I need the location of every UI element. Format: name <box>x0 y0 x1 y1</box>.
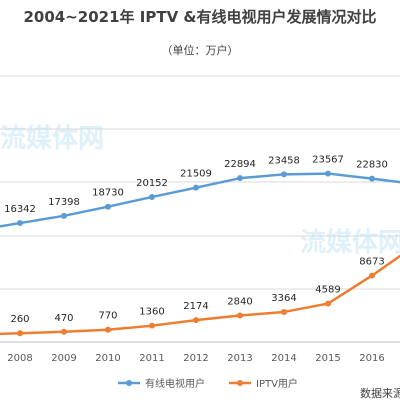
x-tick-label-2008: 2008 <box>7 353 32 364</box>
iptv-legend-marker <box>237 380 243 386</box>
cable-tv-point-2015 <box>325 170 331 177</box>
iptv-data-label-2008: 260 <box>10 314 29 325</box>
cable-tv-legend-marker <box>126 380 132 386</box>
iptv-point-2013 <box>237 312 243 319</box>
x-tick-label-2015: 2015 <box>315 353 340 364</box>
x-tick-label-2013: 2013 <box>227 353 252 364</box>
iptv-point-2009 <box>61 328 67 335</box>
iptv-point-2011 <box>149 322 155 329</box>
x-tick-label-2014: 2014 <box>271 353 296 364</box>
cable-tv-legend-label: 有线电视用户 <box>145 377 205 390</box>
cable-tv-data-label-2011: 20152 <box>136 178 168 189</box>
cable-tv-point-2012 <box>193 184 199 191</box>
iptv-point-2012 <box>193 317 199 324</box>
cable-tv-point-2010 <box>105 203 111 210</box>
cable-tv-data-label-2009: 17398 <box>48 197 80 208</box>
cable-tv-data-label-2012: 21509 <box>180 169 212 180</box>
iptv-data-label-2009: 470 <box>54 313 73 324</box>
iptv-point-2016 <box>369 272 375 279</box>
x-tick-label-2016: 2016 <box>359 353 384 364</box>
source-note: 数据来源 <box>360 387 400 400</box>
iptv-data-label-2012: 2174 <box>183 301 208 312</box>
iptv-point-2014 <box>281 308 287 315</box>
cable-tv-point-2009 <box>61 212 67 219</box>
x-tick-label-2009: 2009 <box>51 353 76 364</box>
cable-tv-point-2013 <box>237 175 243 182</box>
cable-tv-data-label-2010: 18730 <box>92 188 124 199</box>
cable-tv-point-2016 <box>369 175 375 182</box>
cable-tv-data-label-2013: 22894 <box>224 159 256 170</box>
iptv-legend-label: IPTV用户 <box>256 377 298 390</box>
iptv-data-label-2011: 1360 <box>139 307 164 318</box>
cable-tv-point-2008 <box>17 220 23 227</box>
cable-tv-data-label-2016: 22830 <box>356 160 388 171</box>
x-tick-label-2012: 2012 <box>183 353 208 364</box>
iptv-point-2015 <box>325 300 331 307</box>
cable-tv-point-2014 <box>281 171 287 178</box>
iptv-data-label-2014: 3364 <box>271 293 296 304</box>
iptv-point-2010 <box>105 326 111 333</box>
chart-subtitle: （单位：万户） <box>161 44 239 57</box>
iptv-data-label-2016: 8673 <box>359 257 384 268</box>
chart-title: 2004~2021年 IPTV &有线电视用户发展情况对比 <box>23 8 377 26</box>
cable-tv-data-label-2014: 23458 <box>268 155 300 166</box>
iptv-data-label-2013: 2840 <box>227 297 252 308</box>
cable-tv-data-label-2008: 16342 <box>4 204 36 215</box>
iptv-data-label-2010: 770 <box>98 311 117 322</box>
iptv-point-2008 <box>17 330 23 337</box>
iptv-data-label-2015: 4589 <box>315 285 340 296</box>
cable-tv-data-label-2015: 23567 <box>312 155 344 166</box>
cable-tv-point-2011 <box>149 193 155 200</box>
x-tick-label-2011: 2011 <box>139 353 164 364</box>
x-tick-label-2010: 2010 <box>95 353 120 364</box>
